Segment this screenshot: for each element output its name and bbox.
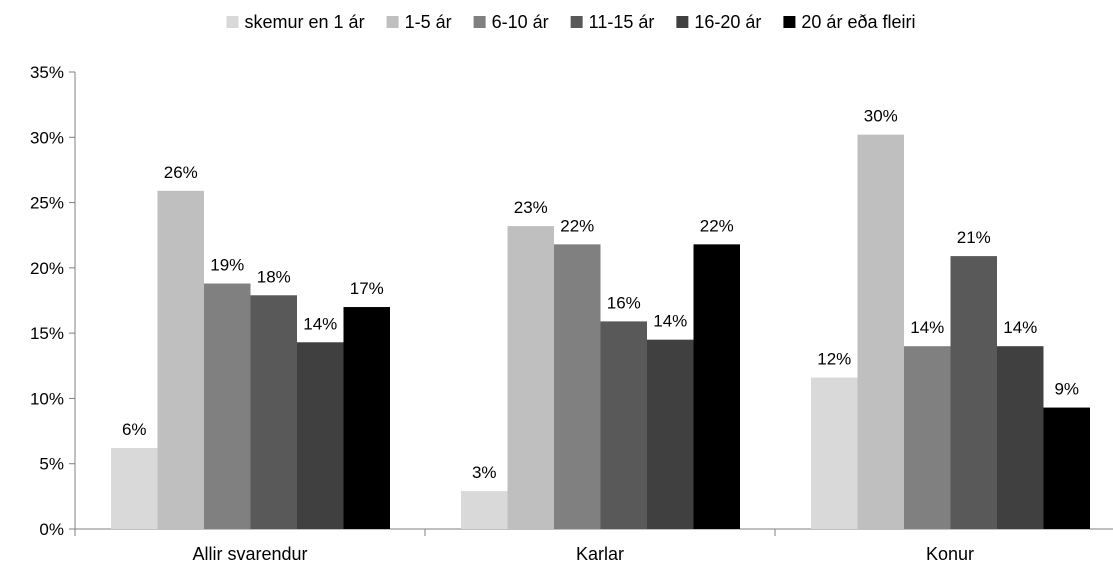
y-tick-label: 0% xyxy=(39,520,64,539)
legend-item: 6-10 ár xyxy=(473,12,549,32)
y-tick-label: 25% xyxy=(30,194,64,213)
y-tick-label: 15% xyxy=(30,324,64,343)
legend-label: 20 ár eða fleiri xyxy=(801,12,915,32)
y-tick-label: 5% xyxy=(39,455,64,474)
data-label: 14% xyxy=(653,312,687,331)
y-tick-label: 10% xyxy=(30,389,64,408)
data-label: 22% xyxy=(700,216,734,235)
legend-item: 20 ár eða fleiri xyxy=(783,12,915,32)
legend-swatch xyxy=(473,16,486,28)
bar xyxy=(693,244,740,529)
data-label: 6% xyxy=(122,420,147,439)
data-label: 3% xyxy=(472,463,497,482)
y-tick-label: 30% xyxy=(30,128,64,147)
legend-swatch xyxy=(226,16,239,28)
legend-item: skemur en 1 ár xyxy=(226,12,365,32)
y-tick-label: 20% xyxy=(30,259,64,278)
bar xyxy=(647,339,694,529)
bar xyxy=(950,256,997,529)
data-label: 30% xyxy=(864,107,898,126)
data-label: 19% xyxy=(210,256,244,275)
bar xyxy=(997,346,1044,529)
bar xyxy=(343,307,390,529)
bar xyxy=(250,295,297,529)
data-label: 14% xyxy=(910,318,944,337)
y-axis: 0% 5% 10% 15% 20% 25% 30% 35% xyxy=(30,63,76,539)
bar xyxy=(297,342,344,529)
data-label: 22% xyxy=(560,216,594,235)
bar xyxy=(461,491,508,529)
bar xyxy=(507,226,554,529)
data-label: 17% xyxy=(350,279,384,298)
legend-item: 16-20 ár xyxy=(676,12,761,32)
legend-label: 1-5 ár xyxy=(405,12,452,32)
bar xyxy=(204,283,251,529)
bar xyxy=(600,321,647,529)
data-label: 16% xyxy=(607,293,641,312)
legend-swatch xyxy=(676,16,689,28)
legend-label: 11-15 ár xyxy=(589,12,655,32)
bar xyxy=(904,346,951,529)
data-label: 18% xyxy=(257,267,291,286)
x-axis: Allir svarendur Karlar Konur xyxy=(74,528,1113,564)
legend-label: skemur en 1 ár xyxy=(245,12,365,32)
x-category-label: Karlar xyxy=(576,544,624,564)
y-tick-label: 35% xyxy=(30,63,64,82)
data-label: 26% xyxy=(164,163,198,182)
data-labels: 6% 3% 12% 26% 23% 30% 19% 22% 14% 18% 16% 21% 14% 14%… xyxy=(122,107,1079,482)
data-label: 14% xyxy=(303,314,337,333)
data-label: 23% xyxy=(514,198,548,217)
data-label: 12% xyxy=(817,350,851,369)
bar xyxy=(811,377,858,529)
bar xyxy=(157,190,204,529)
legend: skemur en 1 ár 1-5 ár 6-10 ár 11-15 ár 16-20… xyxy=(226,12,915,32)
data-label: 21% xyxy=(957,228,991,247)
data-label: 14% xyxy=(1003,318,1037,337)
x-category-label: Allir svarendur xyxy=(192,544,307,564)
legend-item: 11-15 ár xyxy=(570,12,655,32)
legend-label: 16-20 ár xyxy=(694,12,761,32)
legend-item: 1-5 ár xyxy=(386,12,452,32)
legend-swatch xyxy=(386,16,399,28)
legend-swatch xyxy=(783,16,796,28)
x-category-label: Konur xyxy=(926,544,974,564)
bar xyxy=(111,448,158,529)
legend-label: 6-10 ár xyxy=(492,12,549,32)
bar xyxy=(857,134,904,529)
bars xyxy=(111,134,1090,529)
legend-swatch xyxy=(570,16,583,28)
data-label: 9% xyxy=(1054,380,1079,399)
bar xyxy=(554,244,601,529)
bar xyxy=(1043,407,1090,529)
